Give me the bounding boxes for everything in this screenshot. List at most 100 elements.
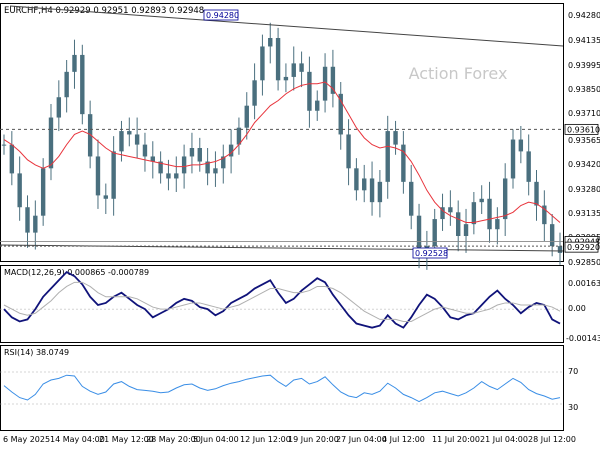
price-candle-body [174, 173, 179, 179]
price-candle-body [409, 181, 414, 216]
price-candle-body [56, 97, 62, 118]
price-tick-label: 0.93135 [568, 209, 600, 218]
price-tick-label: 0.92850 [568, 258, 600, 267]
price-candle-body [1, 144, 7, 146]
price-candle-body [221, 156, 226, 169]
time-tick-label: 21 Jul 04:00 [480, 435, 528, 444]
macd-tick-label: 0.00163 [568, 279, 600, 288]
price-candle-body [205, 161, 210, 174]
price-candle-body [542, 205, 547, 225]
high-marker-box [203, 9, 239, 21]
price-candle-body [377, 181, 383, 203]
price-candle-body [518, 139, 524, 152]
price-candle-body [275, 38, 281, 81]
high-marker-label: 0.94280 [206, 11, 239, 20]
watermark: Action Forex [409, 64, 508, 83]
price-candle-body [385, 131, 390, 182]
price-candle-body [307, 71, 312, 111]
price-candle-body [479, 198, 484, 203]
price-tick-label: 0.93280 [568, 185, 600, 194]
price-candle-body [557, 246, 563, 253]
rsi-series-layer [0, 371, 563, 405]
price-candle-body [111, 151, 116, 199]
time-tick-label: 28 May 20:00 [146, 435, 201, 444]
price-candle-body [338, 93, 343, 135]
price-candle-body [534, 181, 539, 206]
time-tick-label: 4 Jul 12:00 [382, 435, 425, 444]
price-candle-body [495, 219, 500, 230]
price-candle-body [9, 144, 15, 174]
rsi-title: RSI(14) 38.0749 [4, 348, 69, 357]
price-candle-body [401, 144, 406, 182]
price-tick-label: 0.93565 [568, 136, 600, 145]
macd-series-layer [0, 270, 563, 329]
price-candle-body [354, 168, 359, 191]
price-candle-body [197, 148, 202, 162]
price-candle-body [463, 224, 469, 236]
price-candle-body [432, 219, 437, 247]
price-candle-body [95, 156, 101, 196]
price-candle-body [166, 173, 171, 179]
price-candle-body [330, 66, 336, 94]
price-candle-body [134, 134, 140, 145]
price-candle-body [283, 76, 289, 81]
time-tick-label: 12 Jun 12:00 [240, 435, 291, 444]
rsi-panel [0, 345, 564, 431]
price-series-layer [1, 22, 563, 270]
time-axis: 6 May 2025 14 May 04:00 21 May 12:00 28 … [3, 435, 576, 444]
price-candle-body [315, 100, 320, 111]
price-tick-label: 0.93710 [568, 109, 600, 118]
price-candle-body [526, 151, 531, 182]
price-candle-body [25, 207, 30, 233]
rsi-axis: 70 30 [568, 367, 578, 412]
price-candle-body [487, 198, 492, 230]
price-candle-body [455, 212, 461, 236]
price-candle-body [416, 215, 422, 253]
price-candle-body [244, 105, 249, 128]
price-candle-body [502, 178, 508, 220]
price-candle-body [87, 114, 93, 157]
price-candle-body [393, 131, 398, 145]
price-candle-body [189, 148, 195, 157]
macd-axis: 0.00163 0.00 -0.001434 [566, 279, 600, 343]
price-candle-body [127, 131, 132, 135]
macd-panel [0, 265, 564, 343]
macd-tick-label: 0.00 [568, 304, 586, 313]
price-tick-label: 0.93850 [568, 85, 600, 94]
rsi-tick-label: 70 [568, 367, 578, 376]
price-candle-body [362, 178, 367, 191]
price-panel-frame [0, 3, 564, 262]
time-tick-label: 19 Jun 20:00 [288, 435, 339, 444]
price-candle-body [150, 156, 155, 162]
price-candle-body [322, 66, 328, 101]
time-tick-label: 6 May 2025 [3, 435, 50, 444]
price-candle-body [213, 168, 218, 174]
time-tick-label: 21 May 12:00 [99, 435, 154, 444]
resistance-level-label: 0.93610 [567, 125, 600, 134]
time-tick-label: 28 Jul 12:00 [528, 435, 576, 444]
price-candle-body [64, 71, 69, 98]
price-candle-body [228, 144, 234, 157]
price-candle-body [80, 54, 85, 115]
price-candle-body [510, 139, 516, 179]
moving-average-line [3, 81, 561, 223]
price-candle-body [260, 46, 265, 81]
macd-title: MACD(12,26,9) 0.000865 -0.000789 [4, 268, 149, 277]
price-candle-body [33, 215, 38, 233]
symbol-header: EURCHF,H4 0.92929 0.92951 0.92893 0.9294… [4, 6, 204, 16]
price-tick-label: 0.94280 [568, 11, 600, 20]
time-tick-label: 27 Jun 04:00 [336, 435, 387, 444]
price-candle-body [236, 127, 242, 145]
rsi-tick-label: 30 [568, 403, 578, 412]
low-marker-label: 0.92528 [415, 249, 448, 258]
price-tick-label: 0.93420 [568, 160, 600, 169]
upper-trendline [9, 5, 564, 47]
price-tick-label: 0.93995 [568, 61, 600, 70]
support-level-box [564, 241, 599, 253]
support-level-label: 0.92920 [567, 243, 600, 252]
macd-tick-label: -0.001434 [566, 334, 600, 343]
price-candle-body [103, 195, 109, 199]
macd-panel-frame [0, 265, 564, 343]
